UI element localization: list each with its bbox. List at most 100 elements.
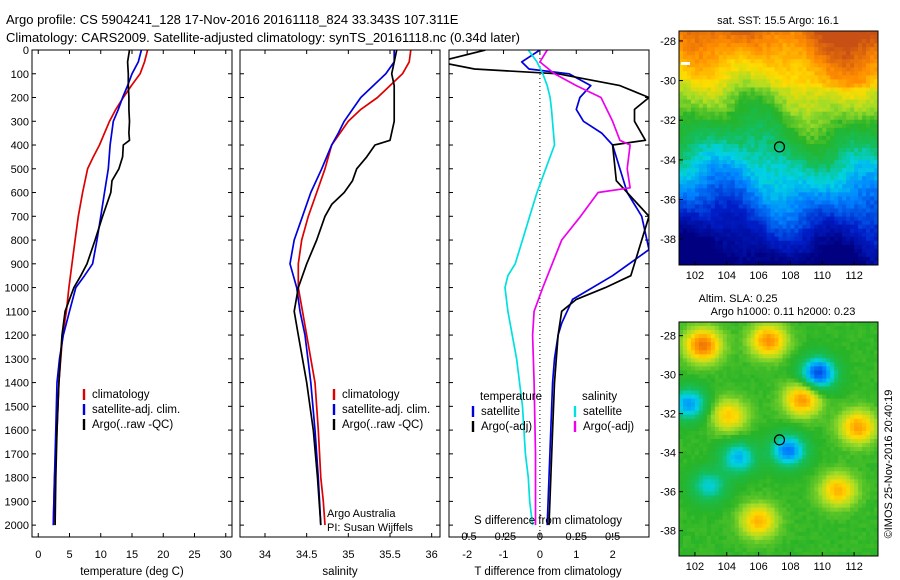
map-cell (714, 59, 720, 64)
map-cell (722, 422, 728, 428)
map-cell (682, 334, 688, 339)
map-cell (706, 208, 712, 213)
series-line-temperature-argo-adj- (449, 50, 649, 526)
map-cell (730, 418, 736, 424)
map-cell (782, 99, 787, 105)
map-cell (686, 152, 692, 157)
map-cell (778, 322, 783, 327)
map-cell (754, 212, 759, 217)
map-cell (734, 418, 740, 424)
map-cell (854, 59, 859, 64)
map-cell (786, 87, 791, 92)
map-cell (846, 260, 851, 265)
map-cell (866, 111, 871, 117)
map-cell (754, 63, 759, 68)
map-cell (726, 447, 732, 452)
map-cell (734, 398, 740, 404)
map-cell (702, 31, 708, 36)
map-cell (726, 111, 732, 117)
map-cell (802, 370, 807, 375)
map-cell (758, 443, 763, 448)
map-cell (858, 455, 863, 460)
map-cell (718, 99, 724, 105)
map-cell (694, 455, 700, 460)
map-cell (770, 439, 775, 444)
map-cell (694, 143, 700, 149)
map-cell (730, 176, 736, 181)
map-cell (722, 378, 728, 383)
map-cell (806, 220, 811, 226)
map-cell (802, 430, 807, 436)
map-cell (822, 200, 827, 205)
map-cell (794, 447, 799, 452)
map-cell (746, 378, 752, 383)
map-cell (746, 326, 752, 331)
map-cell (718, 334, 724, 339)
map-cell (862, 103, 867, 109)
map-cell (858, 244, 863, 250)
map-cell (734, 139, 740, 145)
map-cell (742, 95, 748, 100)
map-cell (766, 330, 771, 335)
map-cell (866, 232, 871, 238)
map-cell (758, 326, 763, 331)
map-cell (762, 131, 767, 137)
map-cell (766, 322, 771, 327)
map-cell (766, 39, 771, 44)
map-cell (838, 200, 843, 205)
map-cell (870, 127, 875, 133)
map-cell (830, 55, 835, 60)
map-cell (706, 156, 712, 161)
map-cell (870, 256, 875, 262)
map-cell (858, 426, 863, 432)
map-cell (710, 354, 716, 359)
map-cell (818, 220, 823, 226)
map-cell (838, 455, 843, 460)
map-cell (874, 406, 878, 412)
map-cell (742, 148, 748, 153)
map-cell (778, 83, 783, 88)
map-cell (782, 75, 787, 80)
map-cell (802, 402, 807, 408)
map-cell (679, 232, 684, 238)
map-cell (730, 322, 736, 327)
map-cell (870, 115, 875, 121)
map-cell (679, 47, 684, 52)
map-cell (746, 232, 752, 238)
map-cell (686, 208, 692, 213)
map-cell (726, 95, 732, 100)
map-cell (734, 334, 740, 339)
map-cell (858, 220, 863, 226)
map-cell (698, 451, 704, 456)
map-cell (679, 172, 684, 177)
map-cell (838, 451, 843, 456)
map-cell (858, 180, 863, 185)
map-cell (730, 35, 736, 40)
map-cell (834, 220, 839, 226)
map-cell (742, 51, 748, 56)
depth-tick-label: 1300 (5, 354, 29, 366)
map-cell (810, 354, 815, 359)
difference-frame (448, 49, 650, 538)
map-cell (794, 67, 799, 72)
map-cell (686, 148, 692, 153)
map-cell (762, 139, 767, 145)
map-cell (870, 354, 875, 359)
map-cell (774, 208, 779, 213)
map-cell (822, 358, 827, 363)
map-cell (778, 370, 783, 375)
map-cell (746, 115, 752, 121)
map-cell (798, 390, 803, 396)
map-cell (834, 382, 839, 387)
map-cell (766, 208, 771, 213)
map-cell (750, 366, 756, 371)
map-cell (850, 374, 855, 379)
map-cell (838, 244, 843, 250)
map-cell (702, 160, 708, 165)
map-cell (790, 59, 795, 64)
map-cell (866, 212, 871, 217)
map-cell (770, 212, 775, 217)
map-cell (742, 370, 748, 375)
map-cell (794, 414, 799, 420)
map-cell (762, 35, 767, 40)
